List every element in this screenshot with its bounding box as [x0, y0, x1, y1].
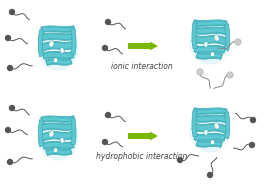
Circle shape	[7, 65, 13, 71]
Polygon shape	[192, 123, 228, 133]
Circle shape	[7, 159, 13, 165]
Text: hydrophobic interaction: hydrophobic interaction	[96, 152, 188, 161]
Circle shape	[5, 127, 11, 133]
Polygon shape	[194, 27, 229, 35]
FancyArrow shape	[128, 42, 158, 50]
Polygon shape	[194, 45, 226, 53]
Polygon shape	[42, 51, 74, 59]
Polygon shape	[71, 118, 76, 145]
Polygon shape	[194, 28, 229, 34]
Circle shape	[235, 39, 241, 45]
Polygon shape	[192, 35, 228, 45]
Polygon shape	[46, 148, 72, 156]
Circle shape	[105, 19, 111, 25]
Polygon shape	[39, 33, 74, 41]
Polygon shape	[46, 58, 72, 66]
Polygon shape	[192, 35, 228, 45]
Polygon shape	[192, 123, 228, 133]
Ellipse shape	[38, 26, 78, 70]
Ellipse shape	[204, 42, 208, 47]
Ellipse shape	[204, 130, 208, 135]
Polygon shape	[40, 131, 76, 141]
Polygon shape	[225, 112, 230, 139]
Ellipse shape	[53, 58, 58, 63]
Polygon shape	[196, 140, 222, 147]
Circle shape	[249, 142, 255, 148]
Polygon shape	[42, 141, 74, 149]
Circle shape	[227, 72, 233, 78]
Polygon shape	[194, 133, 226, 141]
Polygon shape	[41, 26, 75, 33]
Polygon shape	[43, 52, 74, 59]
Polygon shape	[194, 115, 229, 123]
Text: ionic interaction: ionic interaction	[111, 62, 173, 71]
Polygon shape	[40, 41, 76, 51]
Polygon shape	[194, 46, 226, 53]
Polygon shape	[196, 141, 222, 147]
Polygon shape	[71, 28, 76, 55]
Circle shape	[9, 9, 15, 15]
Circle shape	[105, 112, 111, 118]
Polygon shape	[225, 24, 230, 51]
Polygon shape	[193, 108, 227, 114]
Ellipse shape	[38, 115, 78, 160]
Circle shape	[250, 117, 256, 123]
Circle shape	[9, 105, 15, 111]
Polygon shape	[192, 110, 197, 137]
Ellipse shape	[60, 138, 64, 143]
Polygon shape	[41, 26, 75, 32]
Polygon shape	[194, 116, 229, 122]
Polygon shape	[41, 116, 75, 122]
Ellipse shape	[210, 52, 214, 57]
Polygon shape	[43, 142, 74, 149]
Polygon shape	[196, 53, 222, 59]
Polygon shape	[46, 149, 72, 155]
Polygon shape	[39, 34, 74, 40]
Ellipse shape	[214, 123, 219, 129]
Polygon shape	[46, 59, 72, 65]
Ellipse shape	[210, 140, 214, 145]
Circle shape	[177, 157, 183, 163]
Circle shape	[102, 45, 108, 51]
Polygon shape	[40, 41, 76, 51]
Polygon shape	[38, 120, 44, 147]
Polygon shape	[196, 52, 222, 60]
Polygon shape	[41, 116, 75, 123]
Circle shape	[5, 35, 11, 41]
Polygon shape	[193, 108, 227, 115]
Polygon shape	[39, 123, 74, 131]
Ellipse shape	[49, 131, 54, 137]
Ellipse shape	[49, 41, 54, 47]
Ellipse shape	[60, 48, 64, 53]
Polygon shape	[39, 124, 74, 130]
Circle shape	[207, 172, 213, 178]
Circle shape	[102, 139, 108, 145]
Circle shape	[197, 69, 203, 75]
Ellipse shape	[214, 35, 219, 41]
Ellipse shape	[189, 108, 231, 153]
Polygon shape	[194, 134, 226, 141]
Polygon shape	[193, 20, 227, 27]
Polygon shape	[192, 22, 197, 49]
Ellipse shape	[189, 19, 231, 65]
FancyArrow shape	[128, 132, 158, 140]
Polygon shape	[38, 30, 44, 57]
Polygon shape	[40, 131, 76, 141]
Polygon shape	[193, 20, 227, 26]
Ellipse shape	[53, 148, 58, 153]
